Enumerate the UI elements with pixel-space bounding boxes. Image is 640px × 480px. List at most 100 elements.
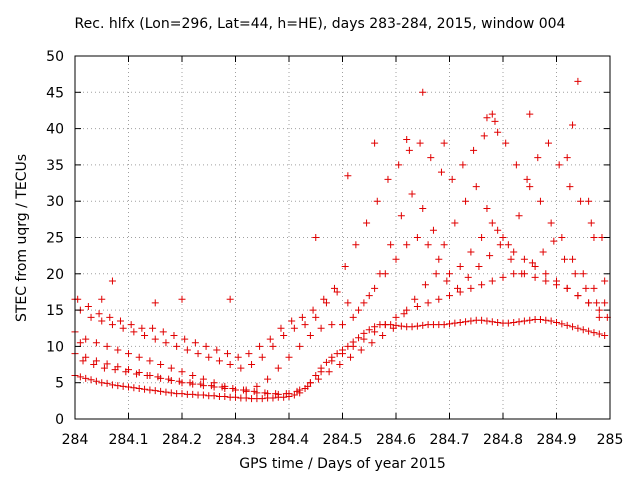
data-point	[451, 219, 459, 227]
data-point	[569, 255, 577, 263]
data-point	[435, 255, 443, 263]
data-point	[486, 252, 494, 260]
data-point	[229, 385, 237, 393]
data-point	[403, 306, 411, 314]
data-point	[202, 342, 210, 350]
data-point	[90, 361, 98, 369]
axis-ticks	[74, 55, 611, 420]
data-point	[504, 241, 512, 249]
data-point	[280, 332, 288, 340]
data-point	[515, 318, 523, 326]
data-point	[103, 342, 111, 350]
data-point	[389, 324, 397, 332]
data-point	[470, 146, 478, 154]
data-point	[569, 323, 577, 331]
data-point	[536, 197, 544, 205]
data-point	[328, 321, 336, 329]
data-point	[577, 197, 585, 205]
data-point	[325, 368, 333, 376]
data-point	[494, 128, 502, 136]
data-point	[536, 316, 544, 324]
data-point	[237, 364, 245, 372]
data-point	[595, 313, 603, 321]
data-point	[322, 299, 330, 307]
data-point	[440, 321, 448, 329]
data-point	[496, 241, 504, 249]
x-tick-label: 284.9	[536, 432, 576, 448]
data-point	[510, 270, 518, 278]
data-point	[189, 371, 197, 379]
data-point	[167, 389, 175, 397]
data-point	[103, 379, 111, 387]
data-point	[162, 339, 170, 347]
data-point	[199, 391, 207, 399]
data-point	[314, 375, 322, 383]
data-point	[183, 346, 191, 354]
data-point	[483, 317, 491, 325]
data-point	[360, 335, 368, 343]
data-point	[437, 168, 445, 176]
data-point	[339, 321, 346, 329]
data-point	[186, 379, 194, 387]
data-point	[475, 263, 483, 271]
data-point	[579, 326, 587, 334]
data-point	[483, 204, 491, 212]
data-point	[494, 226, 502, 234]
data-point	[282, 390, 290, 398]
data-point	[595, 330, 603, 338]
data-point	[98, 379, 106, 387]
data-point	[429, 226, 437, 234]
data-point	[413, 322, 421, 330]
data-point	[510, 248, 518, 256]
data-point	[167, 364, 175, 372]
data-point	[563, 284, 571, 292]
data-point	[258, 353, 266, 361]
data-point	[170, 332, 178, 340]
data-point	[108, 381, 116, 389]
data-point	[306, 379, 314, 387]
data-point	[181, 335, 189, 343]
data-point	[333, 288, 341, 296]
data-point	[135, 385, 143, 393]
data-point	[424, 299, 432, 307]
data-point	[114, 382, 122, 390]
data-point	[178, 390, 186, 398]
data-point	[419, 88, 427, 96]
data-point	[151, 299, 159, 307]
data-point	[478, 316, 486, 324]
data-point	[405, 146, 413, 154]
data-point	[76, 339, 84, 347]
data-point	[349, 342, 357, 350]
data-point	[403, 241, 411, 249]
data-point	[226, 295, 234, 303]
data-point	[146, 357, 154, 365]
y-tick-label: 5	[55, 376, 64, 392]
data-point	[531, 263, 539, 271]
data-point	[440, 139, 448, 147]
data-point	[111, 366, 119, 374]
data-point	[280, 393, 288, 401]
data-point	[421, 281, 429, 289]
data-point	[138, 324, 146, 332]
data-point	[290, 324, 298, 332]
data-point	[491, 117, 499, 125]
y-tick-label: 20	[46, 267, 64, 283]
data-point	[593, 299, 601, 307]
data-point	[397, 322, 405, 330]
data-point	[344, 172, 352, 180]
data-point	[347, 353, 355, 361]
data-point	[344, 299, 352, 307]
data-point	[365, 326, 373, 334]
y-tick-label: 15	[46, 303, 64, 319]
data-point	[424, 241, 432, 249]
data-point	[413, 234, 421, 241]
x-tick-label: 284.6	[376, 432, 416, 448]
data-point	[467, 317, 475, 325]
data-point	[574, 77, 582, 85]
data-point	[266, 335, 274, 343]
data-point	[221, 392, 229, 400]
data-point	[234, 353, 242, 361]
data-point	[395, 161, 403, 169]
data-point	[277, 324, 285, 332]
data-point	[178, 295, 186, 303]
